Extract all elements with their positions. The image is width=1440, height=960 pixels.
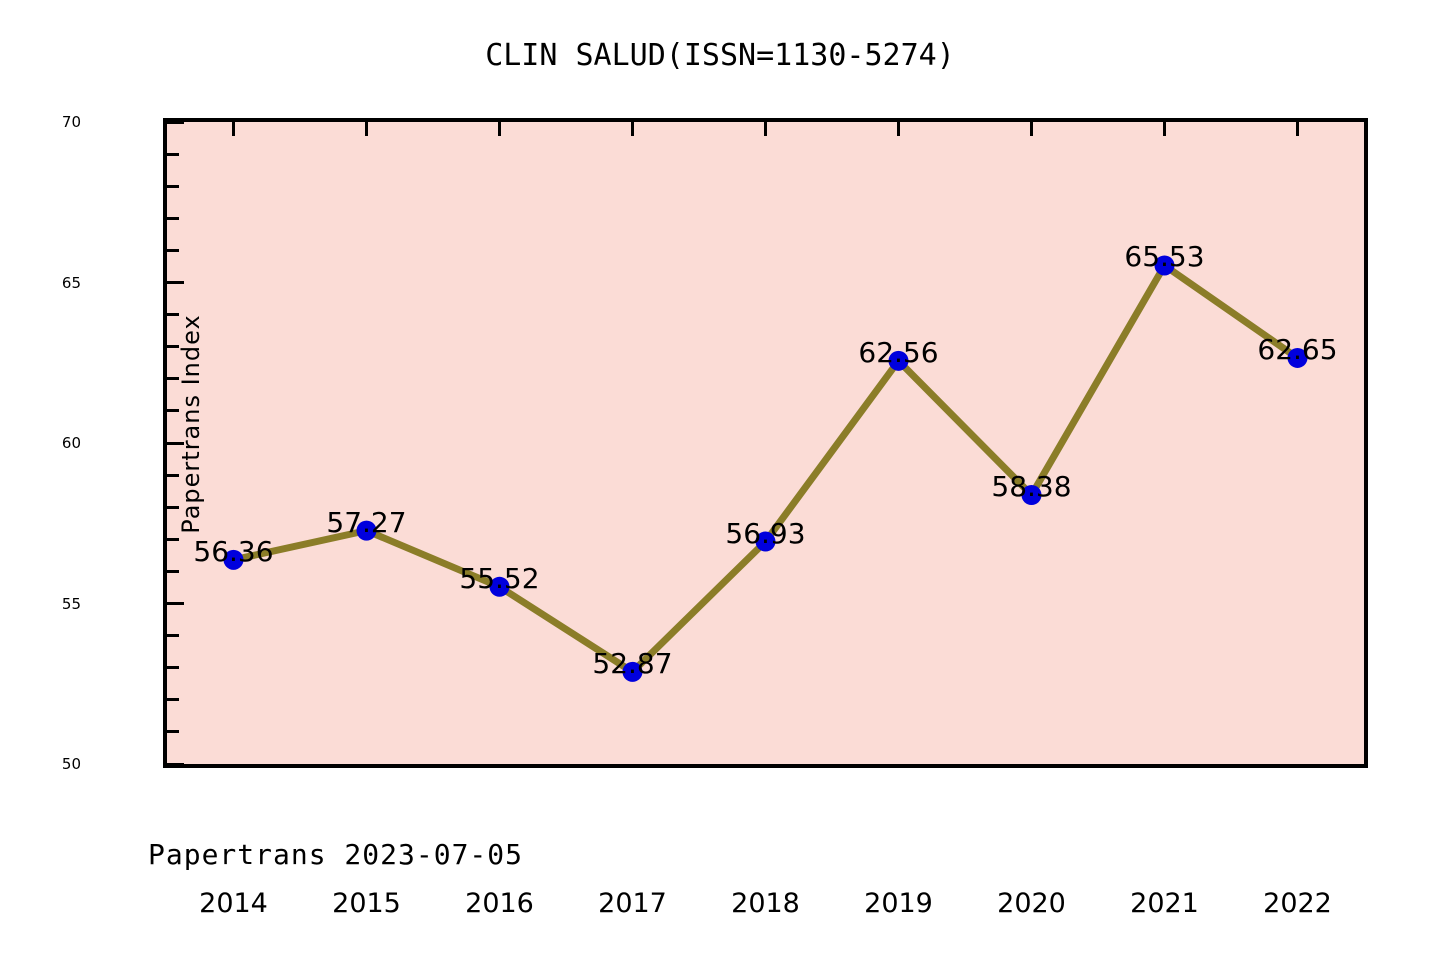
x-tick bbox=[1296, 122, 1299, 136]
y-tick-major bbox=[167, 441, 184, 445]
x-tick bbox=[365, 122, 368, 136]
y-tick-label: 60 bbox=[61, 434, 81, 452]
data-point-marker[interactable] bbox=[1021, 485, 1042, 505]
y-tick-label: 55 bbox=[61, 594, 81, 613]
x-tick-label: 2017 bbox=[598, 888, 667, 919]
y-tick-minor bbox=[167, 216, 179, 220]
y-tick-minor bbox=[167, 569, 179, 573]
x-tick-label: 2022 bbox=[1263, 888, 1332, 919]
x-tick-label: 2018 bbox=[731, 888, 800, 919]
chart-title: CLIN SALUD(ISSN=1130-5274) bbox=[485, 38, 955, 73]
y-tick-minor bbox=[167, 409, 179, 413]
x-tick-label: 2016 bbox=[465, 888, 534, 919]
y-tick-minor bbox=[167, 313, 179, 317]
y-tick-minor bbox=[167, 184, 179, 188]
y-tick-minor bbox=[167, 634, 179, 638]
data-point-marker[interactable] bbox=[489, 576, 510, 597]
y-tick-minor bbox=[167, 248, 179, 252]
data-point-marker[interactable] bbox=[1154, 255, 1175, 276]
x-tick bbox=[498, 122, 501, 136]
data-point-marker[interactable] bbox=[622, 661, 643, 682]
data-series bbox=[223, 255, 1308, 682]
x-tick bbox=[1030, 122, 1033, 136]
y-tick-minor bbox=[167, 730, 179, 734]
plot-area: 50 55 60 65 70 2014 2015 2016 2017 2018 2019 2020 2… bbox=[62, 113, 1368, 919]
y-tick-label: 50 bbox=[61, 755, 81, 773]
y-tick-minor bbox=[167, 473, 179, 477]
data-point-marker[interactable] bbox=[1287, 347, 1308, 368]
y-tick-minor bbox=[167, 666, 179, 670]
x-tick-label: 2015 bbox=[332, 888, 401, 919]
x-tick bbox=[897, 122, 900, 136]
data-point-marker[interactable] bbox=[223, 549, 244, 570]
y-tick-label: 65 bbox=[61, 273, 81, 292]
y-tick-major bbox=[167, 281, 184, 284]
x-tick-label: 2014 bbox=[199, 888, 268, 919]
x-tick-label: 2021 bbox=[1130, 888, 1199, 919]
y-tick-minor bbox=[167, 698, 179, 702]
y-tick-minor bbox=[167, 345, 179, 349]
x-tick-label: 2020 bbox=[997, 888, 1066, 919]
y-tick-major bbox=[167, 602, 184, 605]
x-tick-label: 2019 bbox=[864, 888, 933, 919]
series-line bbox=[232, 260, 1300, 677]
data-point-marker[interactable] bbox=[888, 350, 909, 371]
y-tick-minor bbox=[167, 537, 179, 541]
y-tick-label: 70 bbox=[61, 113, 81, 131]
data-point-marker[interactable] bbox=[755, 531, 776, 552]
plot-inner: 50 55 60 65 70 2014 2015 2016 2017 2018 2019 2020 2… bbox=[62, 113, 1364, 919]
data-point-marker[interactable] bbox=[356, 520, 377, 541]
y-tick-minor bbox=[167, 377, 179, 381]
x-tick bbox=[232, 122, 235, 136]
x-tick bbox=[764, 122, 767, 136]
y-tick-major bbox=[167, 762, 184, 766]
y-tick-major bbox=[167, 120, 184, 124]
x-tick bbox=[1163, 122, 1166, 136]
y-tick-minor bbox=[167, 505, 179, 509]
x-tick bbox=[631, 122, 634, 136]
y-tick-minor bbox=[167, 152, 179, 156]
footer-note: Papertrans 2023-07-05 bbox=[148, 838, 524, 871]
y-axis-title: Papertrans Index bbox=[177, 314, 205, 534]
